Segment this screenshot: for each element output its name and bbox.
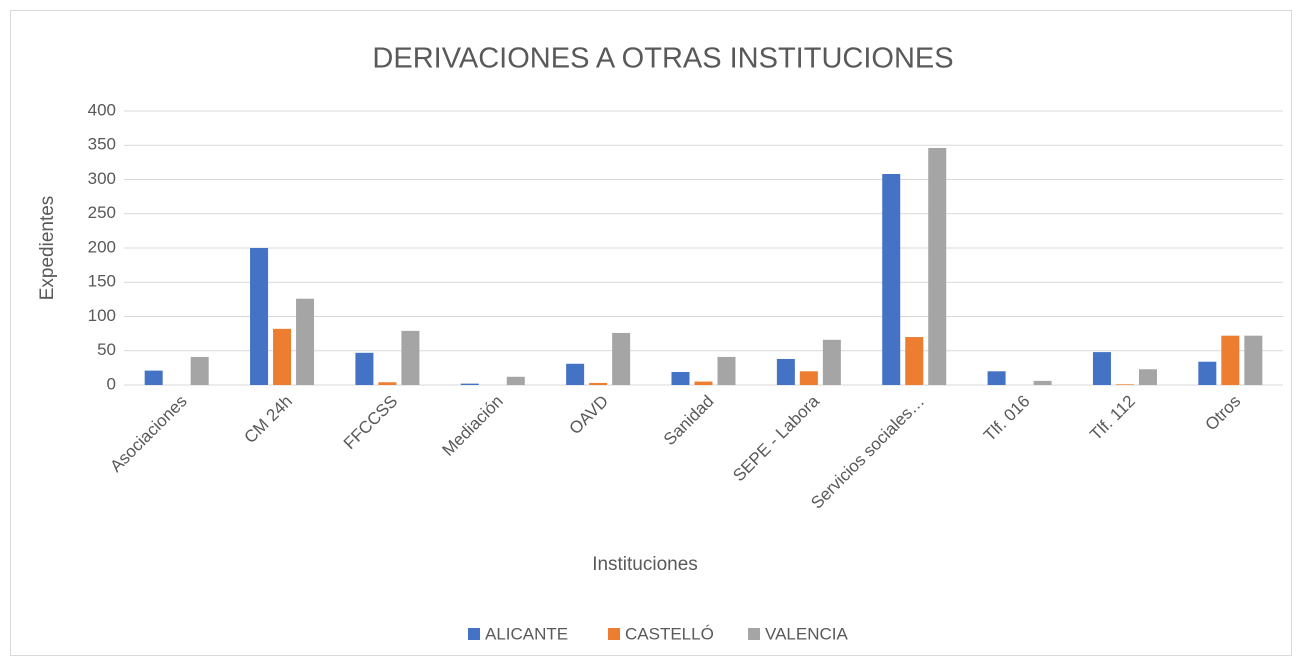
bar: [589, 382, 608, 385]
bar: [1033, 380, 1052, 385]
bar: [296, 298, 315, 385]
bar: [273, 328, 292, 385]
legend-swatch: [468, 628, 480, 640]
bar: [1115, 384, 1134, 385]
bar: [1244, 335, 1263, 385]
legend-label: CASTELLÓ: [625, 624, 714, 643]
bar: [250, 248, 269, 385]
bar: [612, 332, 631, 385]
chart-border: [10, 10, 1292, 656]
bar: [694, 381, 713, 385]
bar: [905, 337, 924, 385]
bar: [987, 371, 1006, 385]
bar: [717, 356, 736, 385]
bar: [1138, 369, 1157, 385]
y-tick-label: 200: [88, 237, 116, 256]
bar: [401, 330, 420, 385]
chart-title: DERIVACIONES A OTRAS INSTITUCIONES: [372, 43, 953, 75]
bar: [144, 370, 163, 385]
y-tick-label: 0: [107, 374, 116, 393]
y-tick-label: 150: [88, 272, 116, 291]
bar: [1092, 352, 1111, 385]
bar: [460, 383, 479, 385]
y-axis-label: Expedientes: [37, 196, 58, 301]
legend-swatch: [608, 628, 620, 640]
y-tick-label: 300: [88, 169, 116, 188]
y-tick-label: 50: [97, 340, 116, 359]
bar: [799, 371, 818, 385]
legend-label: VALENCIA: [765, 624, 848, 643]
y-tick-label: 400: [88, 100, 116, 119]
bar: [776, 358, 795, 385]
bar: [882, 174, 901, 385]
y-tick-label: 250: [88, 203, 116, 222]
legend-label: ALICANTE: [485, 624, 568, 643]
bar: [671, 371, 690, 385]
y-tick-label: 100: [88, 306, 116, 325]
bar: [506, 376, 525, 385]
bar: [1221, 335, 1240, 385]
bar: [822, 339, 841, 385]
bar: [355, 352, 374, 385]
bar: [928, 147, 947, 385]
y-tick-label: 350: [88, 135, 116, 154]
x-axis-label: Instituciones: [592, 554, 698, 575]
legend-swatch: [748, 628, 760, 640]
bar: [566, 363, 585, 385]
bar: [190, 356, 209, 385]
bar: [1198, 361, 1217, 385]
bar: [378, 382, 397, 385]
